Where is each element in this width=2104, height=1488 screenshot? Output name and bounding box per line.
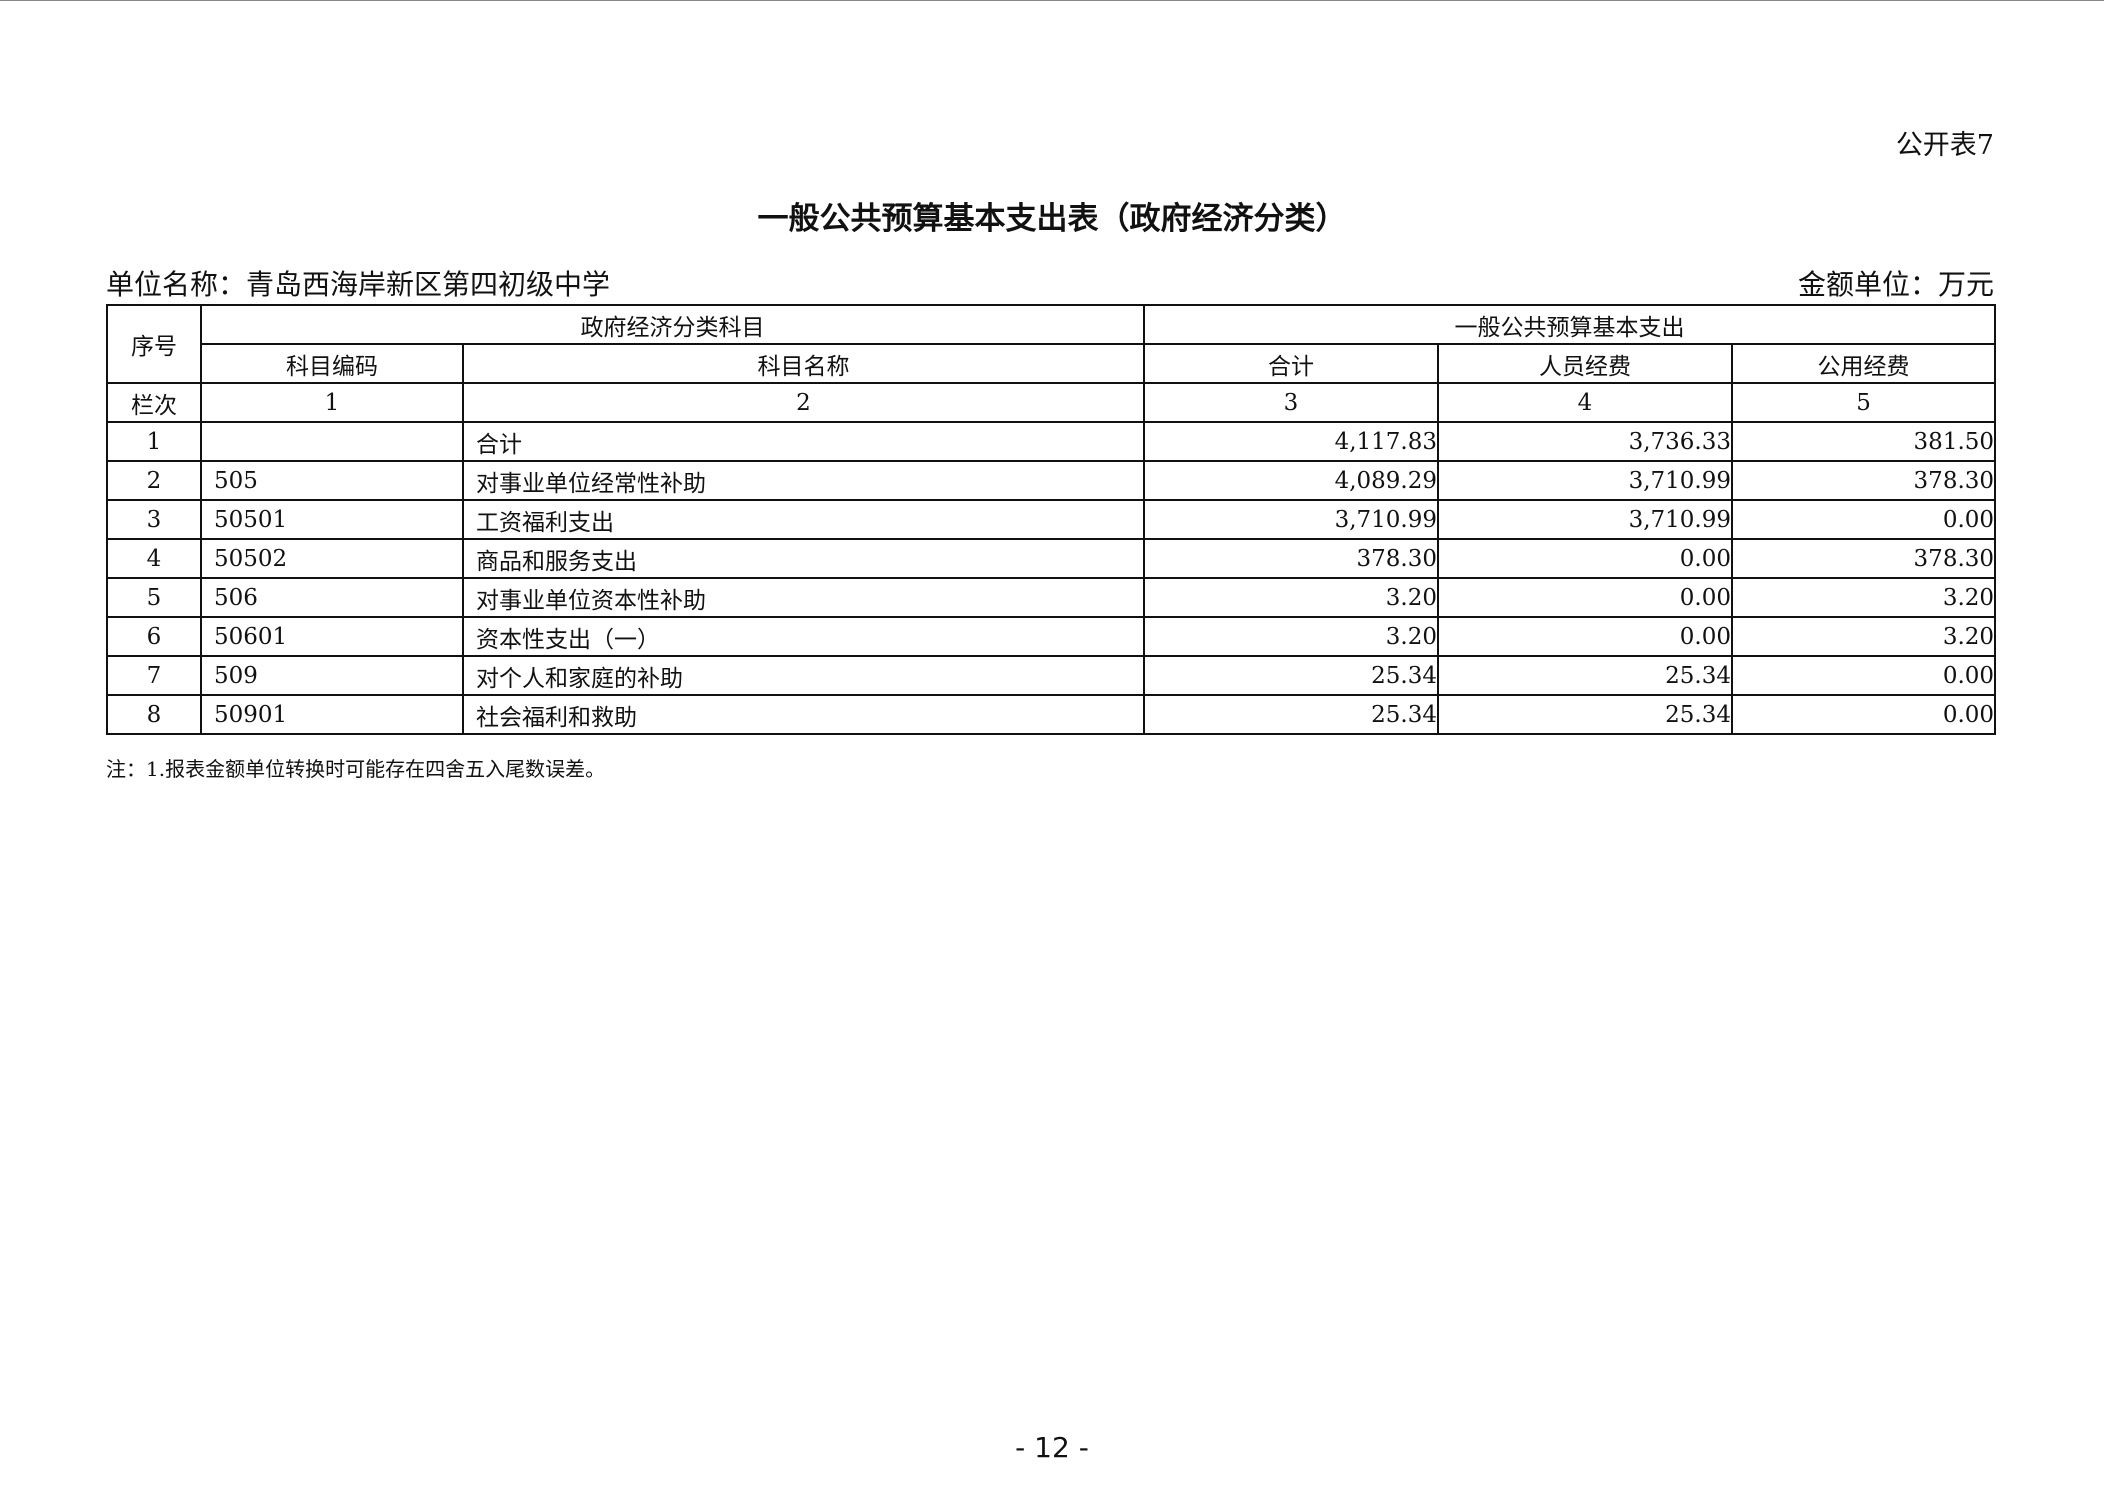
cell-personnel: 0.00 [1437,538,1733,579]
page-number: - 12 - [1015,1431,1089,1464]
cell-code: 50901 [200,694,464,735]
table-row: 6 50601 资本性支出（一） 3.20 0.00 3.20 [106,616,1997,657]
header-public: 公用经费 [1730,343,1997,384]
table-row: 5 506 对事业单位资本性补助 3.20 0.00 3.20 [106,577,1997,618]
col-label: 栏次 [106,382,202,423]
table-row: 1 合计 4,117.83 3,736.33 381.50 [106,421,1997,462]
header-row-1: 序号 政府经济分类科目 一般公共预算基本支出 [106,304,1997,384]
col-num: 4 [1437,382,1733,423]
header-total: 合计 [1143,343,1439,384]
cell-seq: 6 [106,616,202,657]
cell-public: 0.00 [1730,694,1997,735]
table-row: 8 50901 社会福利和救助 25.34 25.34 0.00 [106,694,1997,735]
cell-name: 对事业单位经常性补助 [462,460,1145,501]
cell-public: 0.00 [1730,655,1997,696]
cell-code: 505 [200,460,464,501]
amount-unit: 金额单位：万元 [1797,268,1994,301]
table-row: 3 50501 工资福利支出 3,710.99 3,710.99 0.00 [106,499,1997,540]
header-code: 科目编码 [200,343,464,384]
header-group-left: 政府经济分类科目 [200,304,1145,345]
cell-name: 对个人和家庭的补助 [462,655,1145,696]
cell-code [200,421,464,462]
cell-personnel: 3,736.33 [1437,421,1733,462]
col-num: 2 [462,382,1145,423]
cell-personnel: 3,710.99 [1437,499,1733,540]
cell-name: 合计 [462,421,1145,462]
cell-total: 4,117.83 [1143,421,1439,462]
cell-total: 25.34 [1143,655,1439,696]
cell-personnel: 25.34 [1437,655,1733,696]
cell-total: 3.20 [1143,616,1439,657]
cell-total: 378.30 [1143,538,1439,579]
cell-seq: 8 [106,694,202,735]
cell-public: 378.30 [1730,460,1997,501]
col-num: 3 [1143,382,1439,423]
header-personnel: 人员经费 [1437,343,1733,384]
page-title: 一般公共预算基本支出表（政府经济分类） [757,201,1347,237]
header-name: 科目名称 [462,343,1145,384]
cell-seq: 1 [106,421,202,462]
cell-seq: 5 [106,577,202,618]
cell-personnel: 25.34 [1437,694,1733,735]
cell-total: 4,089.29 [1143,460,1439,501]
header-group-right: 一般公共预算基本支出 [1142,304,1997,345]
cell-code: 50502 [200,538,464,579]
cell-public: 3.20 [1730,616,1997,657]
cell-public: 3.20 [1730,577,1997,618]
cell-code: 509 [200,655,464,696]
unit-name: 单位名称：青岛西海岸新区第四初级中学 [106,268,611,301]
cell-total: 3.20 [1143,577,1439,618]
cell-name: 商品和服务支出 [462,538,1145,579]
table-row: 4 50502 商品和服务支出 378.30 0.00 378.30 [106,538,1997,579]
header-seq: 序号 [106,304,202,384]
col-num: 5 [1730,382,1997,423]
table-row: 7 509 对个人和家庭的补助 25.34 25.34 0.00 [106,655,1997,696]
cell-name: 资本性支出（一） [462,616,1145,657]
cell-name: 对事业单位资本性补助 [462,577,1145,618]
cell-code: 50601 [200,616,464,657]
cell-public: 0.00 [1730,499,1997,540]
cell-seq: 7 [106,655,202,696]
cell-seq: 3 [106,499,202,540]
cell-name: 社会福利和救助 [462,694,1145,735]
cell-code: 506 [200,577,464,618]
cell-total: 25.34 [1143,694,1439,735]
cell-personnel: 0.00 [1437,616,1733,657]
col-num: 1 [200,382,464,423]
budget-table: 序号 政府经济分类科目 一般公共预算基本支出 科目编码 科目名称 合计 人员经费… [106,304,1997,735]
cell-code: 50501 [200,499,464,540]
footnote: 注：1.报表金额单位转换时可能存在四舍五入尾数误差。 [106,757,606,781]
cell-public: 381.50 [1730,421,1997,462]
cell-personnel: 0.00 [1437,577,1733,618]
cell-name: 工资福利支出 [462,499,1145,540]
cell-total: 3,710.99 [1143,499,1439,540]
table-row: 2 505 对事业单位经常性补助 4,089.29 3,710.99 378.30 [106,460,1997,501]
cell-public: 378.30 [1730,538,1997,579]
cell-seq: 2 [106,460,202,501]
cell-personnel: 3,710.99 [1437,460,1733,501]
form-number: 公开表7 [1895,130,1994,161]
cell-seq: 4 [106,538,202,579]
column-number-row: 栏次 1 2 3 4 5 [106,382,1997,423]
header-row-2: 科目编码 科目名称 合计 人员经费 公用经费 [107,343,1997,384]
